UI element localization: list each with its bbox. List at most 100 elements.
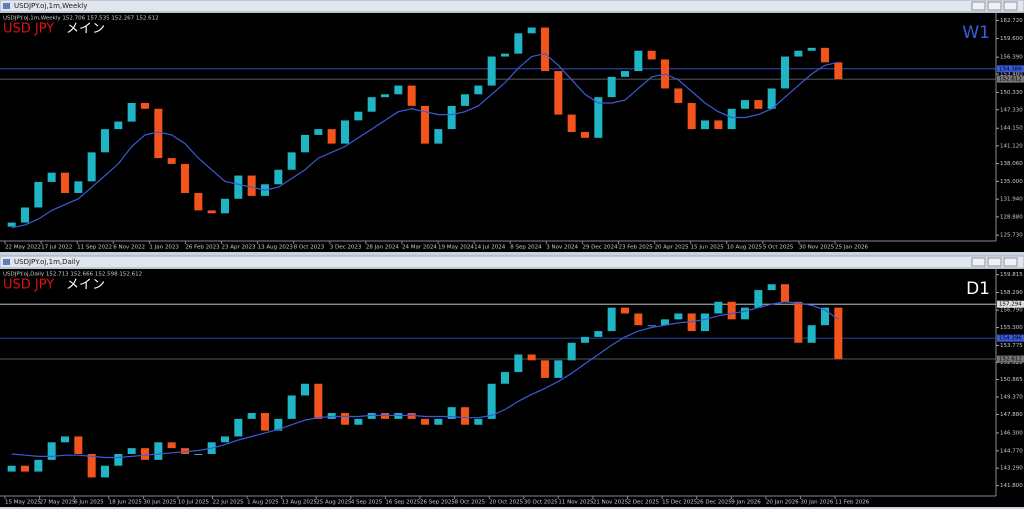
candle: [154, 108, 163, 159]
subtitle-label: メイン: [66, 278, 105, 293]
window-button[interactable]: [1003, 1, 1018, 11]
window-button[interactable]: [971, 257, 986, 267]
candle: [541, 360, 549, 378]
price-tag-label: 154.396: [999, 336, 1022, 342]
candle: [221, 198, 229, 214]
window-button[interactable]: [987, 257, 1002, 267]
x-tick-label: 17 Jul 2022: [41, 245, 72, 251]
candle: [301, 134, 309, 153]
candle: [501, 53, 509, 57]
candle: [367, 97, 376, 112]
candle: [47, 442, 56, 460]
candle: [87, 454, 96, 478]
candle: [794, 50, 803, 57]
y-tick-label: 159.600: [1000, 36, 1023, 42]
candle: [581, 132, 589, 138]
x-tick-label: 2 Dec 2025: [628, 500, 660, 506]
candle: [541, 27, 549, 72]
symbol-label: USD JPY: [3, 22, 54, 37]
x-tick-label: 5 Oct 2025: [763, 245, 794, 251]
candle: [21, 207, 29, 223]
candle: [421, 418, 429, 425]
candle: [314, 383, 323, 419]
chart-header: USDJPY.oj,1m,Weekly 152.706 157.535 152.…: [3, 16, 159, 22]
candle: [21, 465, 29, 472]
x-tick-label: 11 Sep 2022: [77, 245, 112, 251]
y-tick-label: 131.940: [1000, 197, 1023, 203]
candle: [61, 172, 69, 193]
candle: [487, 56, 496, 86]
candle: [767, 284, 776, 291]
x-tick-label: 26 Sep 2025: [420, 500, 455, 506]
candle: [767, 88, 776, 109]
candle: [74, 181, 83, 193]
candle: [194, 192, 203, 211]
candle: [207, 210, 216, 214]
candle: [821, 307, 829, 326]
candle: [581, 336, 589, 343]
candle: [314, 129, 323, 135]
candle: [261, 413, 269, 431]
x-tick-label: 30 Jun 2025: [143, 500, 177, 506]
x-tick-label: 22 May 2022: [5, 245, 41, 251]
candle: [301, 383, 309, 396]
candle: [154, 442, 163, 460]
y-tick-label: 152.320: [1000, 360, 1023, 366]
candle: [701, 120, 709, 130]
candle: [621, 307, 629, 314]
x-tick-label: 14 Jul 2024: [474, 245, 506, 251]
candle: [101, 465, 109, 478]
candle: [127, 102, 136, 122]
candle: [7, 222, 16, 227]
candle: [554, 71, 563, 115]
y-tick-label: 147.330: [1000, 107, 1023, 113]
candle: [594, 97, 603, 138]
candle: [141, 102, 149, 109]
window-title: USDJPY.oj,1m,Weekly: [14, 2, 87, 10]
timeframe-label: W1: [962, 23, 990, 43]
candle: [714, 120, 723, 130]
y-tick-label: 159.815: [1000, 272, 1023, 278]
x-tick-label: 8 Oct 2025: [455, 500, 486, 506]
x-tick-label: 29 Dec 2024: [582, 245, 618, 251]
symbol-label: USD JPY: [3, 278, 54, 293]
x-tick-label: 1 Jan 2023: [149, 245, 179, 251]
candle: [714, 301, 723, 314]
candle: [674, 88, 683, 103]
candle: [394, 85, 403, 95]
window-button[interactable]: [1003, 257, 1018, 267]
candle: [101, 129, 109, 153]
candle: [807, 325, 816, 343]
candle: [834, 307, 843, 360]
x-tick-label: 15 Dec 2025: [662, 500, 698, 506]
candle: [461, 407, 469, 425]
x-tick-label: 8 Sep 2024: [510, 245, 542, 251]
candle: [554, 360, 563, 378]
candle: [407, 85, 416, 106]
title-bar: [0, 0, 1024, 13]
candle: [61, 436, 69, 443]
window-button[interactable]: [987, 1, 1002, 11]
y-tick-label: 150.865: [1000, 377, 1023, 383]
candle: [474, 418, 483, 425]
x-tick-label: 23 Apr 2023: [222, 245, 257, 251]
candle: [194, 454, 203, 456]
x-tick-label: 25 Aug 2025: [316, 500, 352, 506]
x-tick-label: 30 Nov 2025: [799, 245, 835, 251]
candle: [634, 313, 643, 326]
candle: [594, 331, 603, 337]
window-button[interactable]: [971, 1, 986, 11]
price-tag: [997, 75, 1024, 83]
candle: [381, 94, 389, 98]
candle: [247, 175, 256, 196]
candle: [181, 163, 189, 193]
y-tick-label: 135.000: [1000, 179, 1023, 185]
candle: [287, 395, 296, 419]
candle: [487, 383, 496, 419]
window-icon: [3, 259, 10, 265]
price-tag-label: 154.386: [999, 66, 1022, 72]
x-tick-label: 20 Apr 2025: [655, 245, 690, 251]
x-tick-label: 23 Feb 2025: [618, 245, 653, 251]
candle: [741, 307, 749, 320]
